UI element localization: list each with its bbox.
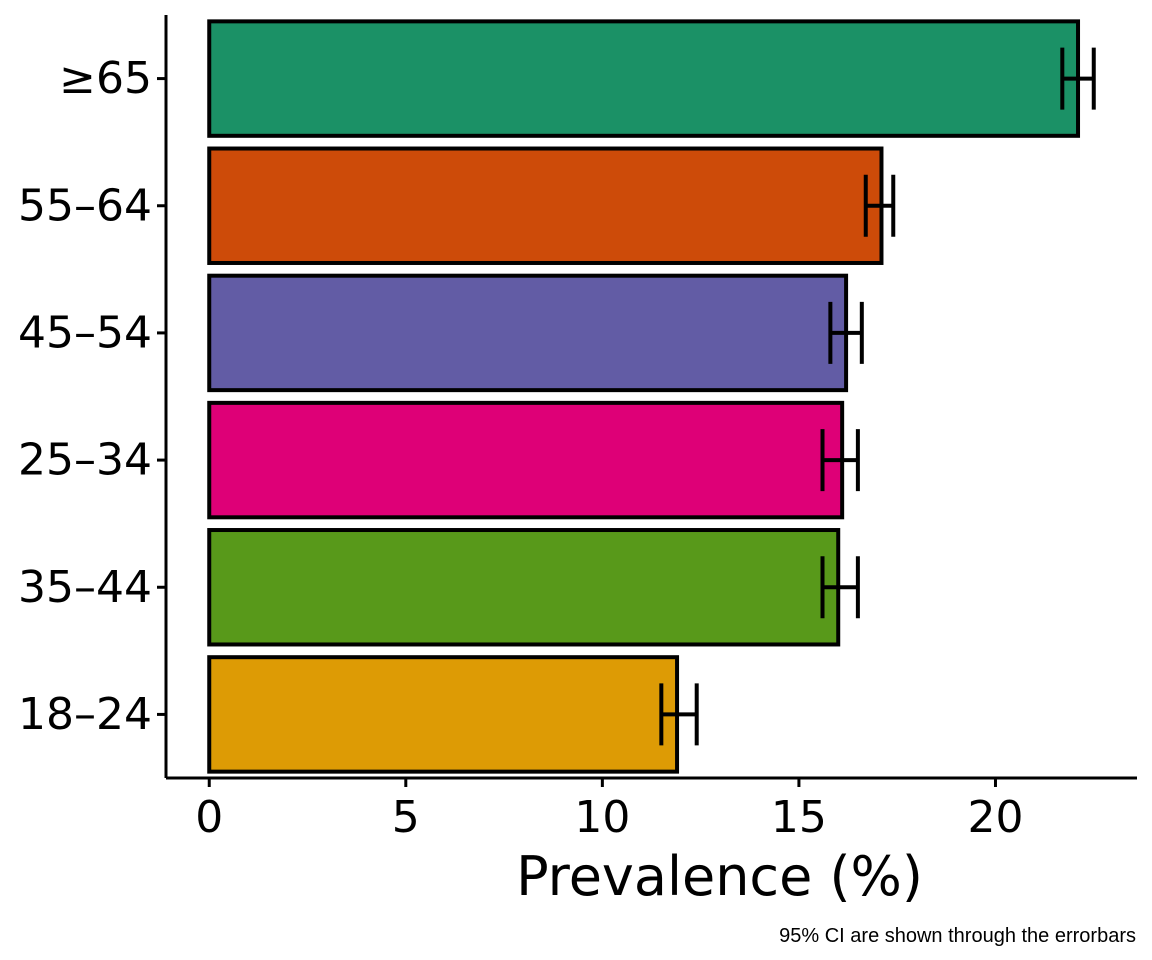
x-tick-label-4: 20	[967, 792, 1023, 843]
x-tick-label-0: 0	[195, 792, 223, 843]
x-tick-label-1: 5	[392, 792, 420, 843]
x-tick-label-3: 15	[771, 792, 827, 843]
bar-3	[207, 400, 845, 520]
y-tick-label-5: 18–24	[18, 689, 152, 740]
bar-1	[207, 146, 884, 265]
errorbar-5	[659, 683, 699, 746]
errorbar-3	[820, 429, 860, 492]
errorbar-4	[820, 556, 860, 619]
y-tick-label-1: 55–64	[18, 180, 152, 231]
bar-4	[207, 528, 841, 647]
errorbars-layer	[659, 47, 1096, 746]
y-tick-label-3: 25–34	[18, 435, 152, 486]
errorbar-1	[863, 174, 896, 237]
errorbar-0	[1060, 47, 1096, 110]
x-tick-label-2: 10	[574, 792, 630, 843]
y-tick-label-2: 45–54	[18, 307, 152, 358]
chart-caption: 95% CI are shown through the errorbars	[779, 925, 1136, 947]
x-axis-title: Prevalence (%)	[516, 845, 923, 908]
axes-layer	[164, 15, 1137, 780]
errorbar-2	[828, 301, 864, 364]
y-tick-label-4: 35–44	[18, 562, 152, 613]
bar-2	[207, 273, 849, 393]
ticks-layer: ≥65 55–64 45–54 25–34 35–44 18–24 0 5 10 15 20	[18, 53, 1023, 843]
y-tick-label-0: ≥65	[59, 53, 152, 104]
bars-layer	[207, 19, 1081, 774]
bar-0	[207, 19, 1081, 138]
bar-5	[207, 655, 680, 774]
